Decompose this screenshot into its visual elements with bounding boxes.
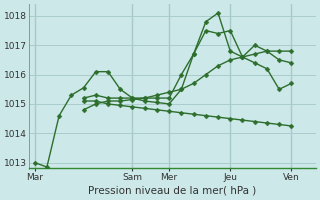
X-axis label: Pression niveau de la mer( hPa ): Pression niveau de la mer( hPa ) xyxy=(88,186,256,196)
